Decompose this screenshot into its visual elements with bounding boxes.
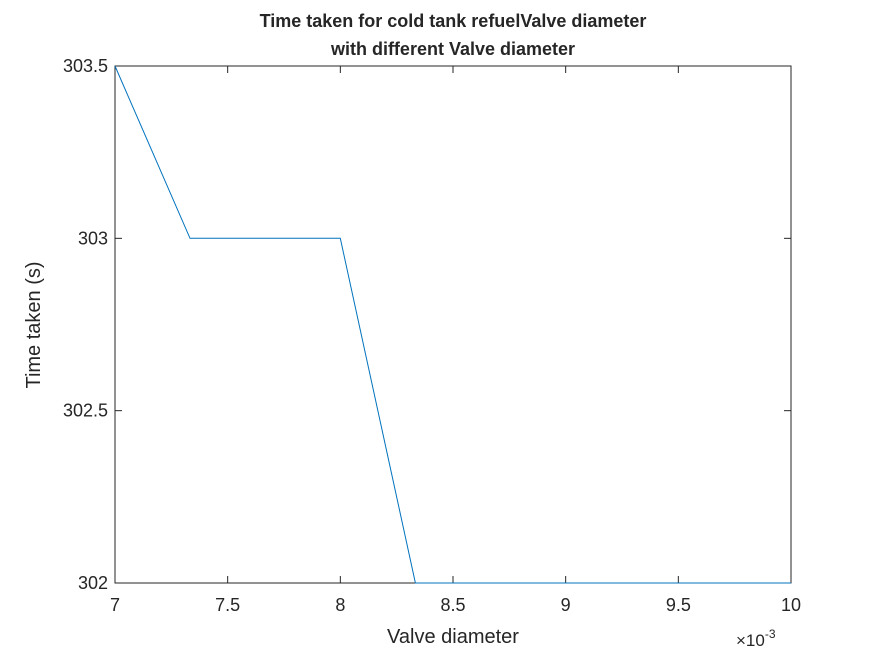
x-tick-label: 7.5 bbox=[215, 595, 240, 615]
y-tick-label: 302 bbox=[78, 573, 108, 593]
y-axis-label: Time taken (s) bbox=[23, 261, 45, 388]
y-tick-label: 303.5 bbox=[63, 56, 108, 76]
axis-ticks bbox=[114, 65, 792, 584]
x-tick-label: 9.5 bbox=[666, 595, 691, 615]
y-tick-label: 302.5 bbox=[63, 401, 108, 421]
x-exponent-base: ×10 bbox=[736, 631, 765, 650]
axis-tick-labels: 7 7.5 8 8.5 9 9.5 10 302 302.5 303 303.5 bbox=[63, 56, 801, 615]
x-tick-label: 8.5 bbox=[440, 595, 465, 615]
x-tick-label: 7 bbox=[110, 595, 120, 615]
series-line bbox=[114, 65, 791, 584]
chart-title-line-2: with different Valve diameter bbox=[330, 39, 575, 59]
x-tick-label: 8 bbox=[335, 595, 345, 615]
data-series bbox=[114, 65, 791, 584]
x-tick-label: 10 bbox=[781, 595, 801, 615]
y-tick-label: 303 bbox=[78, 228, 108, 248]
x-tick-label: 9 bbox=[561, 595, 571, 615]
x-axis-label: Valve diameter bbox=[387, 626, 519, 648]
chart-title-line-1: Time taken for cold tank refuelValve dia… bbox=[260, 11, 647, 31]
plot-area bbox=[114, 65, 792, 584]
x-exponent-power: -3 bbox=[765, 627, 776, 641]
x-exponent-label: ×10-3 bbox=[736, 627, 776, 650]
